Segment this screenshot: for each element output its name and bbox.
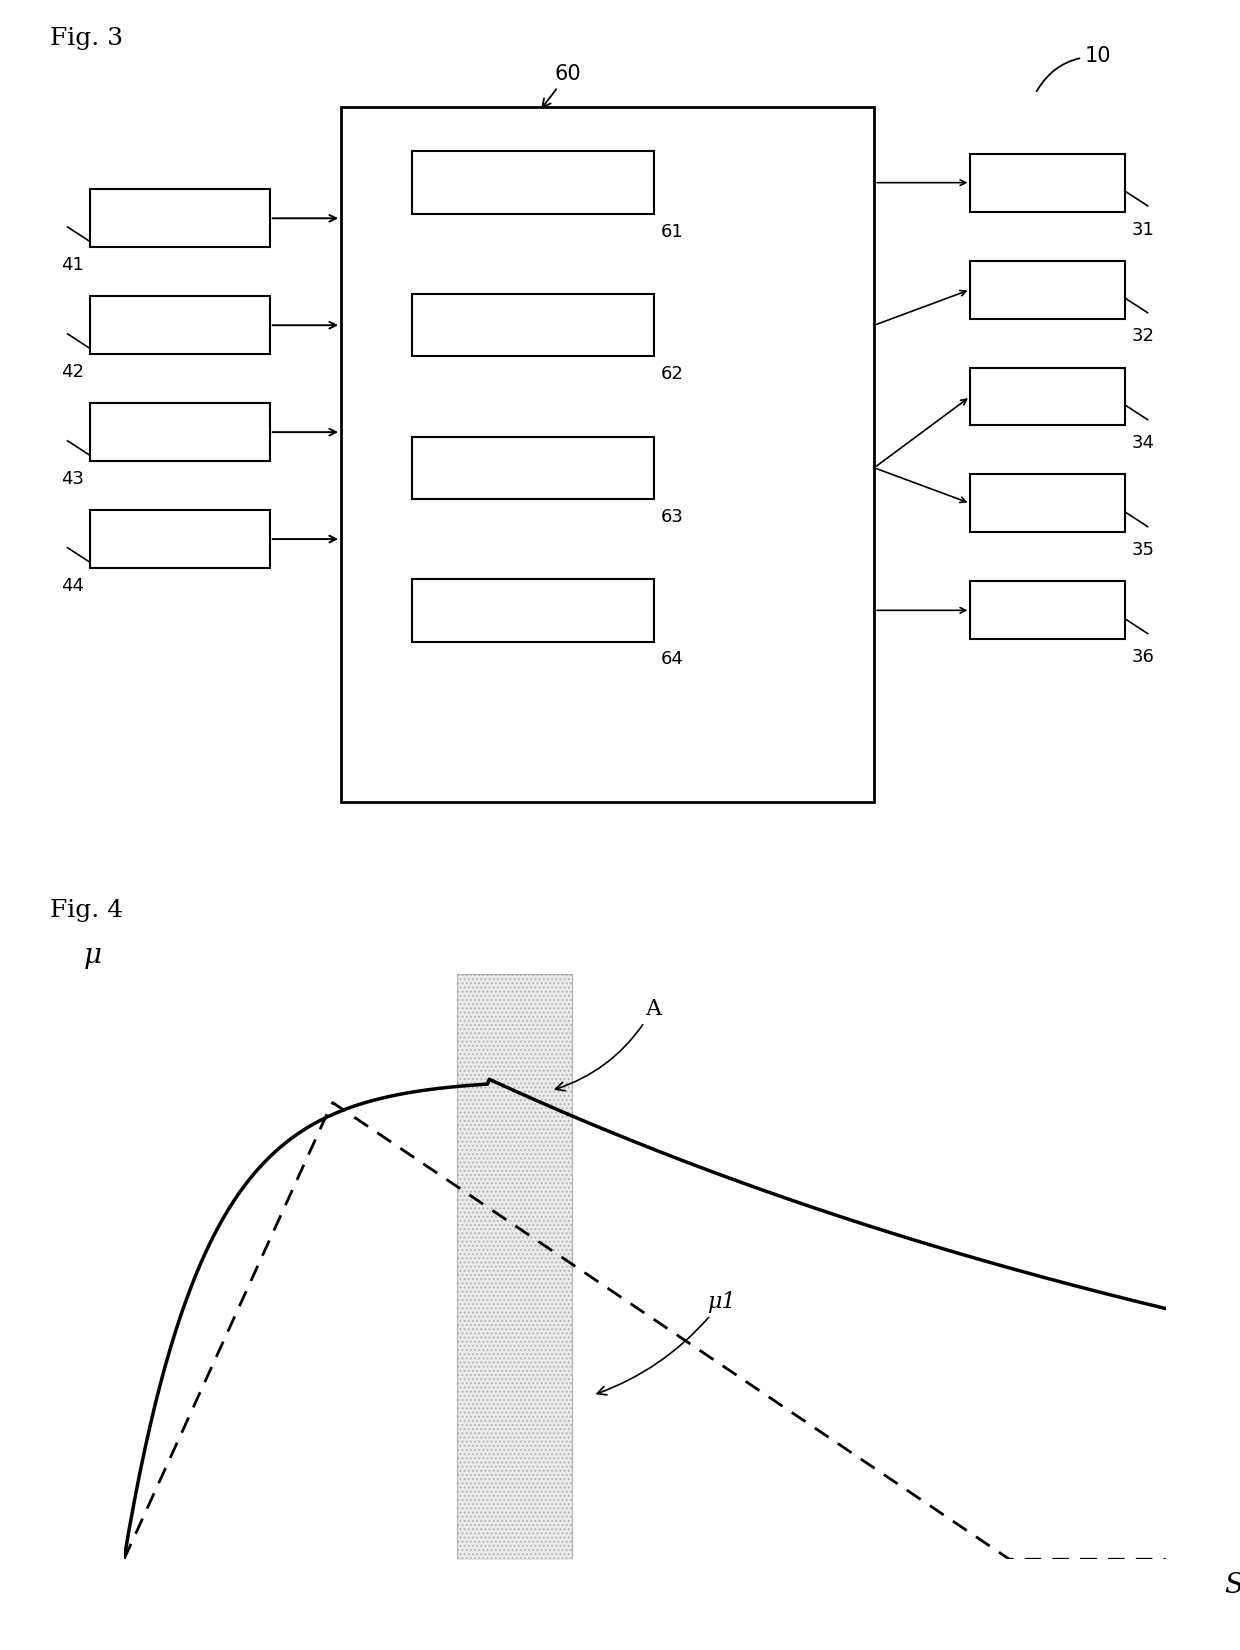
- Text: 61: 61: [660, 223, 683, 241]
- Bar: [412, 437, 655, 498]
- Text: A: A: [556, 998, 661, 1091]
- Text: 36: 36: [1131, 648, 1154, 667]
- Bar: [412, 579, 655, 642]
- Text: 10: 10: [1037, 46, 1111, 91]
- Text: 31: 31: [1131, 221, 1154, 239]
- Text: 43: 43: [61, 470, 83, 488]
- Bar: [89, 403, 269, 460]
- Bar: [89, 297, 269, 355]
- Bar: [458, 974, 572, 1559]
- Text: Fig. 4: Fig. 4: [50, 899, 123, 922]
- Text: S: S: [1224, 1572, 1240, 1599]
- Bar: [341, 107, 874, 802]
- Text: 44: 44: [61, 578, 83, 596]
- Bar: [89, 190, 269, 248]
- Text: μ1: μ1: [598, 1290, 735, 1394]
- Bar: [970, 581, 1126, 639]
- Text: 60: 60: [542, 64, 580, 107]
- Bar: [970, 368, 1126, 426]
- Text: μ: μ: [84, 942, 102, 970]
- Bar: [412, 152, 655, 215]
- Text: 62: 62: [660, 365, 683, 383]
- Text: Fig. 3: Fig. 3: [50, 26, 123, 50]
- Text: 42: 42: [61, 363, 83, 381]
- Text: 34: 34: [1131, 434, 1154, 452]
- Bar: [412, 294, 655, 356]
- Bar: [89, 510, 269, 568]
- Text: 63: 63: [660, 508, 683, 526]
- Text: 35: 35: [1131, 541, 1154, 559]
- Bar: [970, 261, 1126, 318]
- Text: 32: 32: [1131, 327, 1154, 345]
- Text: 41: 41: [61, 256, 83, 274]
- Bar: [970, 153, 1126, 211]
- Text: 64: 64: [660, 650, 683, 668]
- Bar: [970, 475, 1126, 533]
